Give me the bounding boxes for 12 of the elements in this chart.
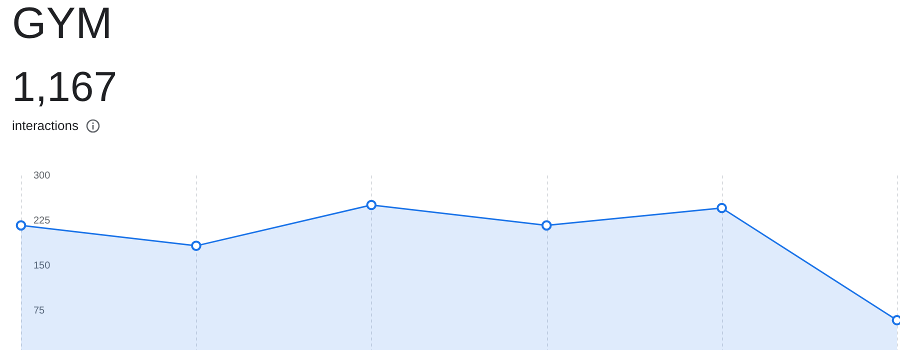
chart-subtitle: 1,167 <box>12 63 118 111</box>
chart-title: GYM <box>12 0 112 48</box>
y-tick-label: 150 <box>34 260 51 272</box>
point <box>191 240 202 251</box>
y-tick-label: 300 <box>34 170 51 182</box>
y-tick-label: 225 <box>34 216 51 226</box>
point <box>366 200 377 210</box>
y-tick-label: 75 <box>34 306 46 316</box>
point <box>541 220 552 231</box>
text: interactions <box>12 118 78 133</box>
point <box>716 202 727 214</box>
point <box>16 220 26 231</box>
